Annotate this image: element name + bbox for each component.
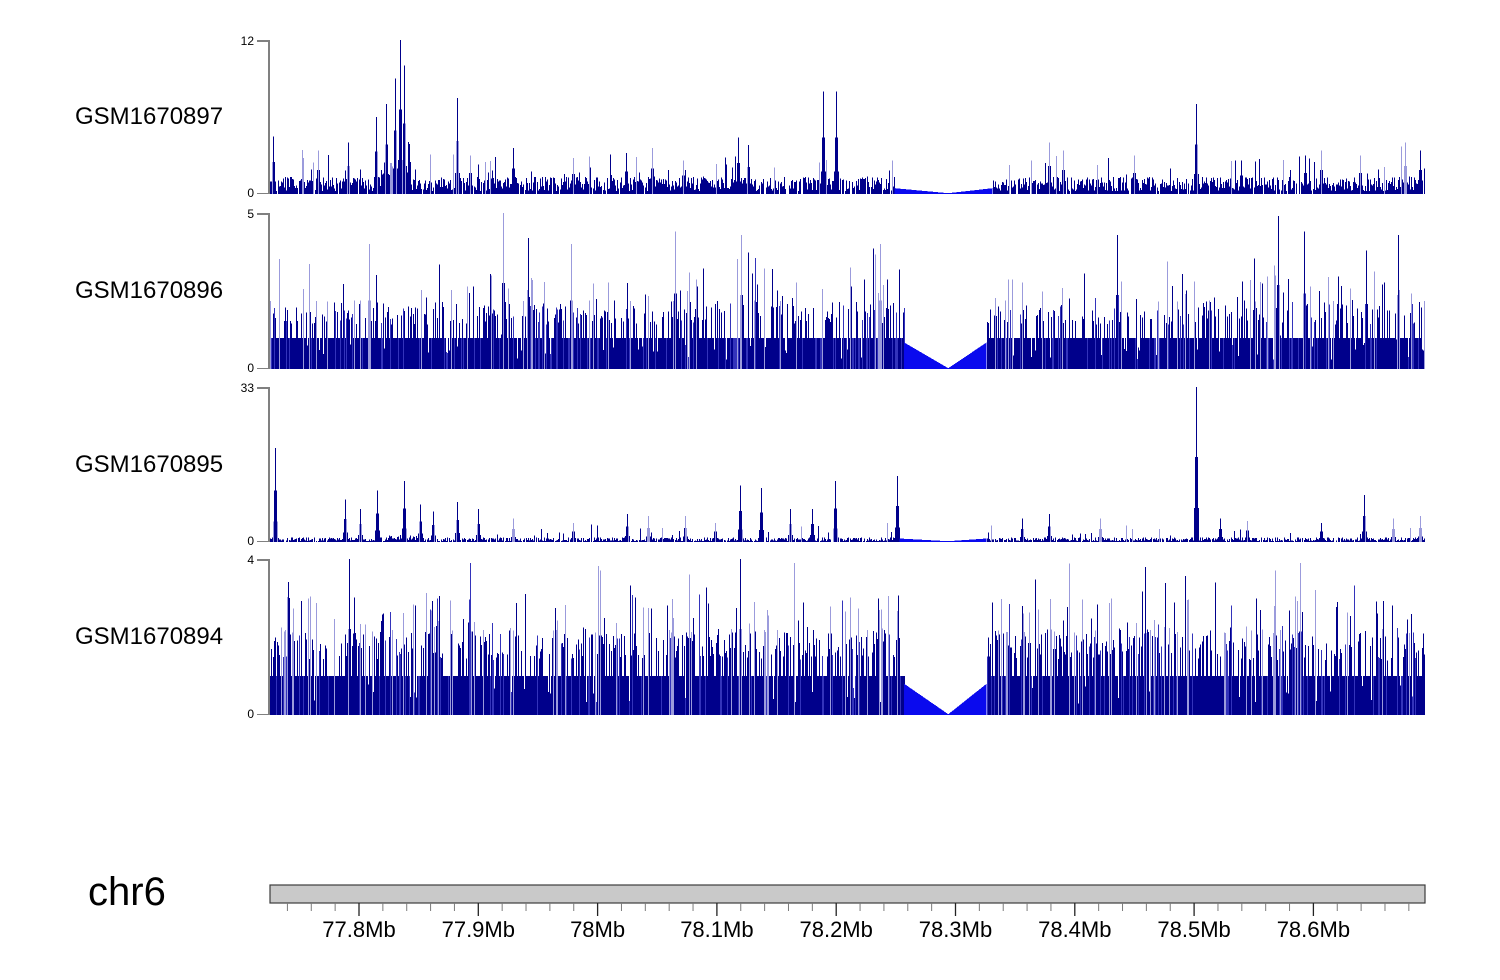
coverage-bars-light (281, 562, 1410, 715)
y-axis-zero-label: 0 (247, 186, 254, 200)
y-axis-line (268, 559, 270, 715)
y-axis-max-label: 33 (240, 381, 254, 395)
axis-tick-label: 77.8Mb (322, 917, 396, 942)
y-axis: 12 0 (0, 35, 270, 199)
y-axis-line (268, 387, 270, 542)
y-axis-top-tick (257, 40, 269, 42)
coverage-bars-dark (270, 40, 1425, 194)
y-axis: 33 0 (0, 382, 270, 547)
axis-tick-label: 78.4Mb (1038, 917, 1112, 942)
coverage-signal (270, 387, 1425, 542)
y-axis-zero-tick (257, 192, 269, 194)
axis-tick-label: 78.6Mb (1276, 917, 1351, 942)
track-label: GSM1670894 (75, 623, 224, 650)
track-row: GSM1670895 33 0 (0, 382, 1500, 547)
track-label: GSM1670896 (75, 277, 224, 304)
y-axis-max-label: 4 (247, 553, 254, 567)
y-axis-zero-label: 0 (247, 707, 254, 721)
y-axis-zero-tick (257, 367, 269, 369)
y-axis-max-label: 12 (240, 34, 254, 48)
y-axis-zero-tick (257, 713, 269, 715)
coverage-signal (270, 40, 1425, 194)
axis-tick-label: 77.9Mb (441, 917, 515, 942)
track-label: GSM1670895 (75, 450, 224, 478)
track-row: GSM1670896 5 0 (0, 208, 1500, 374)
coverage-gap-wedge (899, 538, 987, 542)
track-row: GSM1670897 12 0 (0, 35, 1500, 199)
axis-tick-label: 78.2Mb (799, 917, 873, 942)
y-axis-line (268, 213, 270, 369)
y-axis-zero-label: 0 (247, 534, 254, 548)
chromosome-label: chr6 (88, 870, 166, 914)
coverage-gap-wedge (894, 188, 993, 194)
y-axis-top-tick (257, 559, 269, 561)
y-axis: 4 0 (0, 554, 270, 720)
y-axis-line (268, 40, 270, 194)
y-axis-zero-label: 0 (247, 361, 254, 375)
y-axis-zero-tick (257, 540, 269, 542)
axis-tick-label: 78.1Mb (680, 917, 754, 942)
axis-tick-label: 78.5Mb (1157, 917, 1231, 942)
genome-axis-panel: chr6 77.8Mb 77.9Mb 78Mb 78.1Mb 78.2Mb 78.3Mb 7… (0, 870, 1500, 980)
coverage-bars-dark (270, 216, 1425, 369)
chromosome-bar (269, 884, 1426, 904)
track-label: GSM1670897 (75, 103, 224, 130)
coverage-gap-wedge (904, 683, 987, 715)
coverage-signal (270, 559, 1425, 715)
coverage-bars-mid (271, 257, 1419, 369)
coverage-bars-dark (270, 387, 1425, 542)
coverage-bars-light (272, 123, 1407, 194)
coverage-bars-mid (276, 562, 1416, 715)
track-row: GSM1670894 4 0 (0, 554, 1500, 720)
coverage-signal (270, 213, 1425, 369)
coverage-gap-wedge (904, 342, 987, 369)
coverage-bars-light (270, 213, 1425, 369)
y-axis-top-tick (257, 213, 269, 215)
y-axis-top-tick (257, 387, 269, 389)
axis-tick-label: 78.3Mb (918, 917, 993, 942)
axis-tick-label: 78Mb (570, 917, 626, 942)
y-axis-max-label: 5 (247, 207, 254, 221)
y-axis: 5 0 (0, 208, 270, 374)
chromosome-ideogram-and-ticks (269, 884, 1426, 916)
